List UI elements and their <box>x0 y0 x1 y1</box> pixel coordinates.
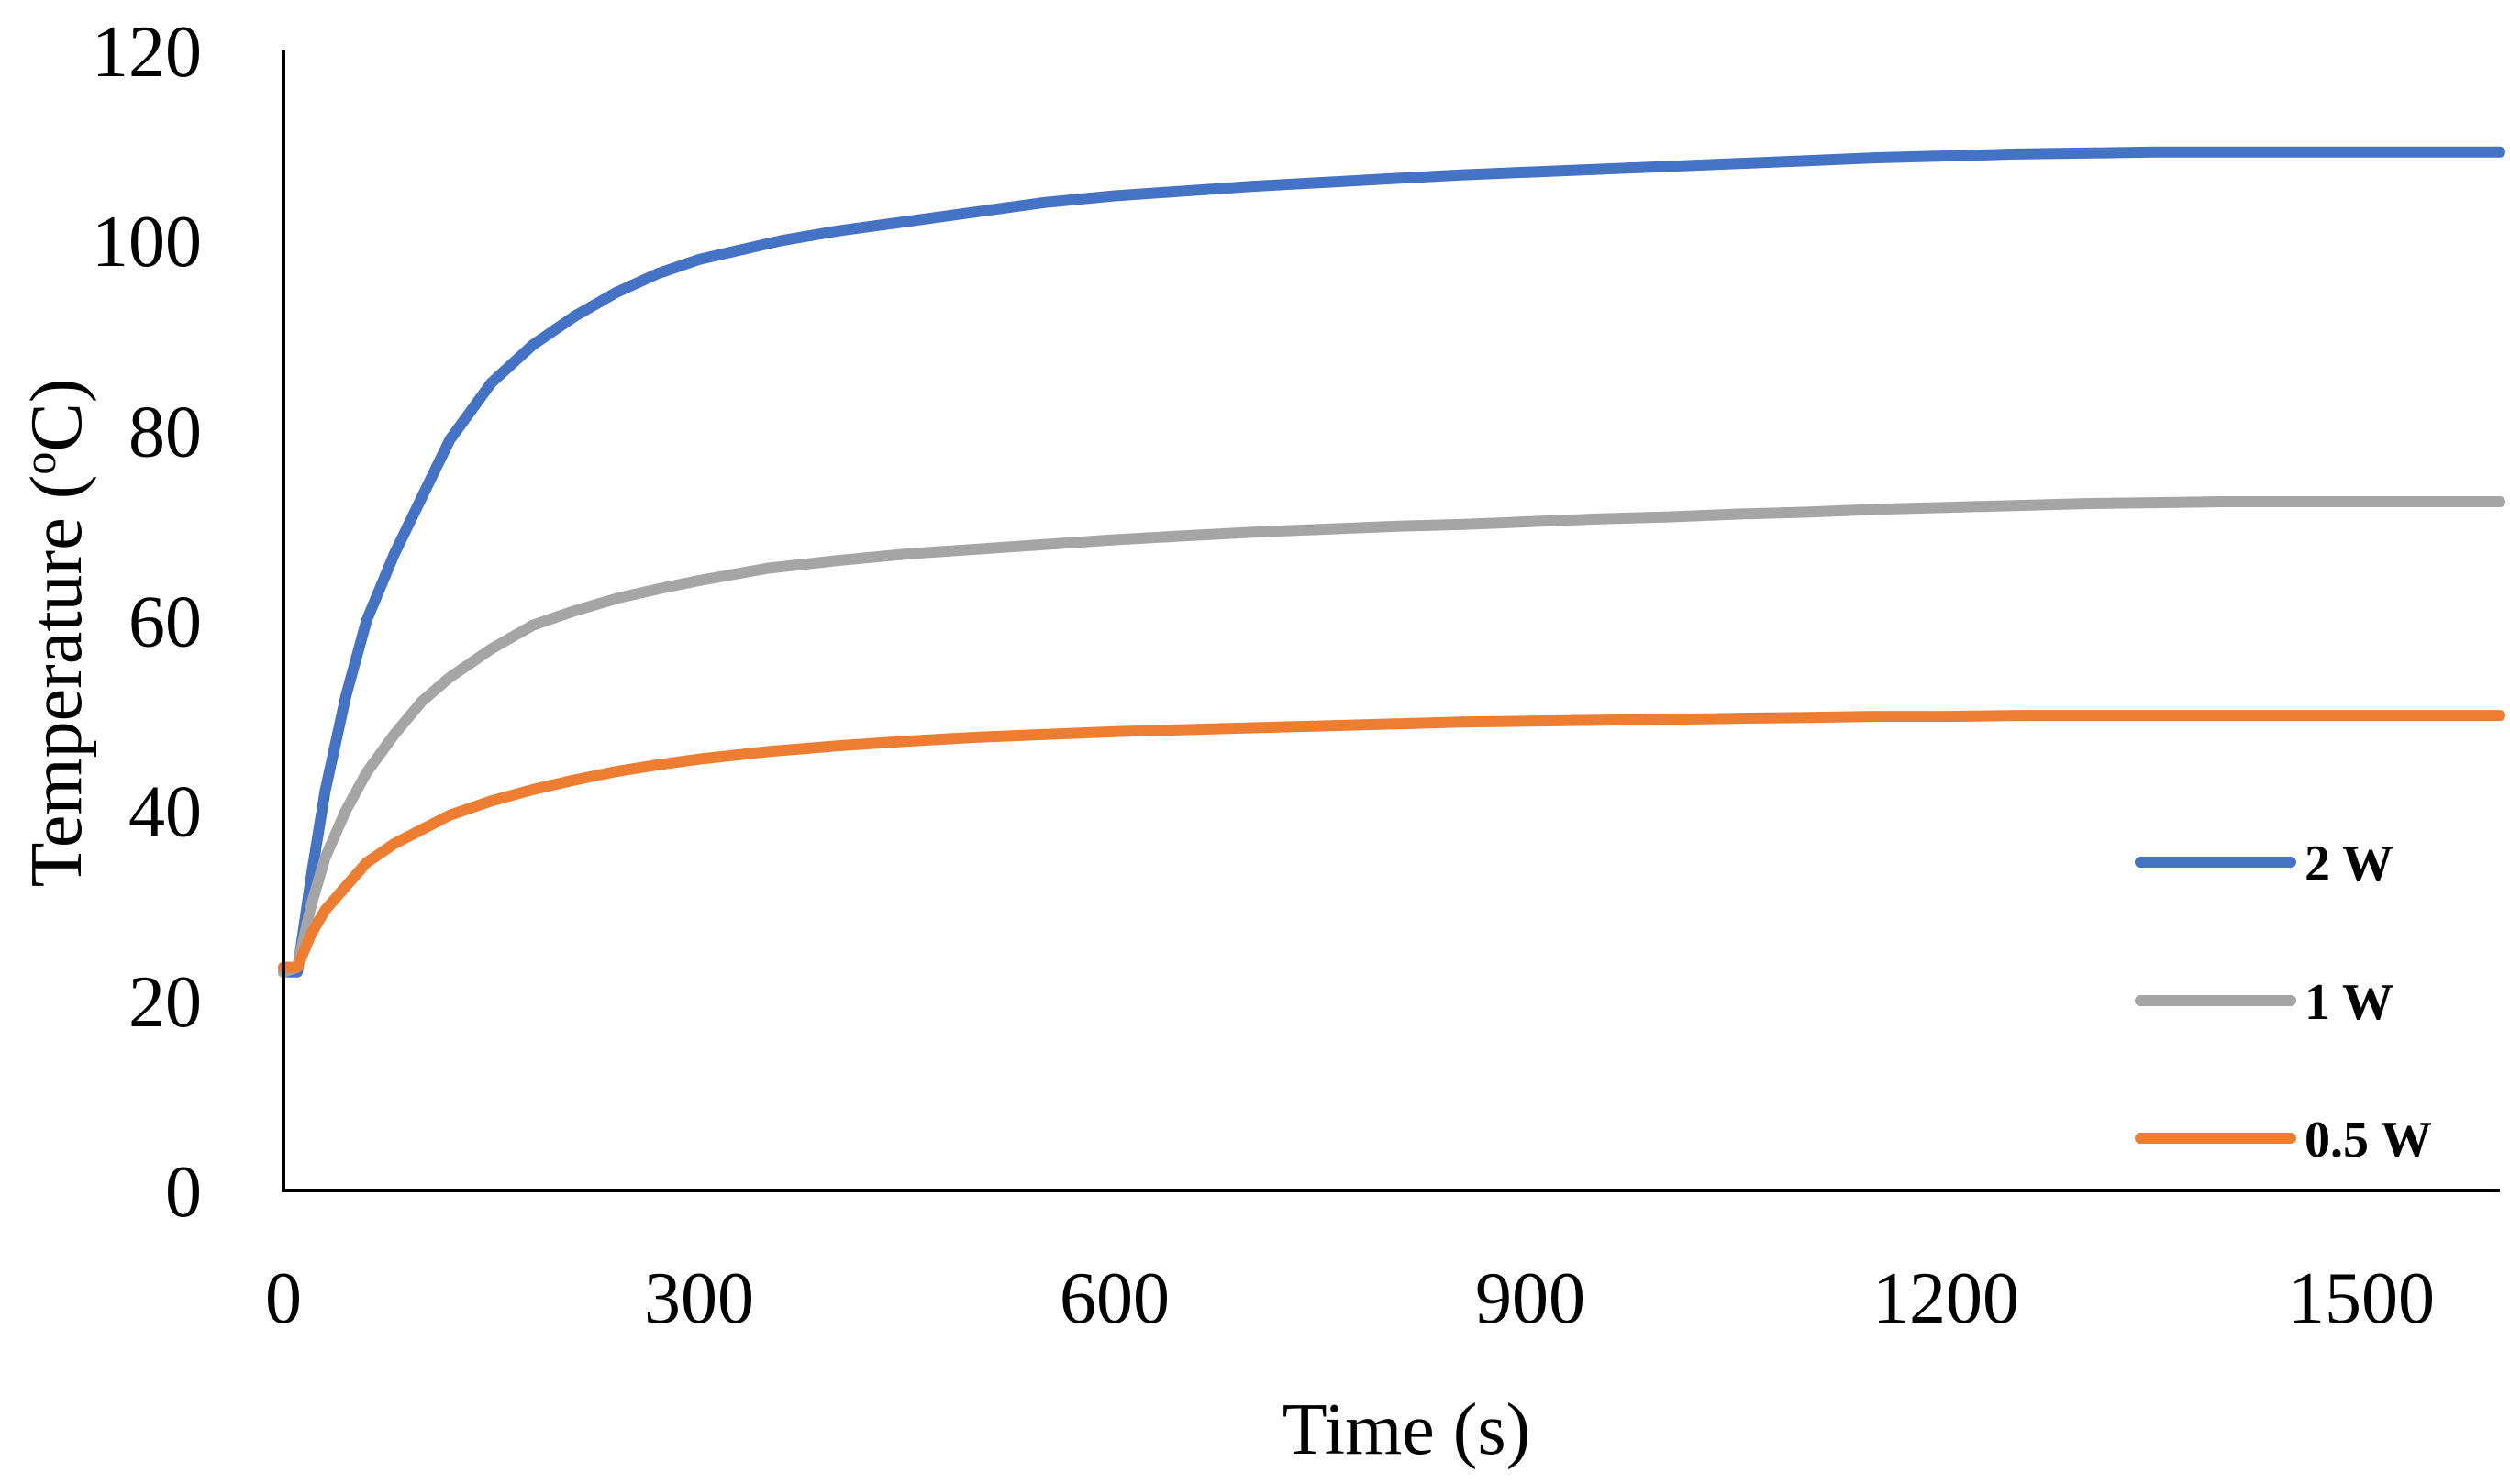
series-line-1-w <box>278 496 2505 978</box>
x-tick-labels: 0 300 600 900 1200 1500 <box>265 1258 2435 1339</box>
x-tick-label: 1200 <box>1872 1258 2019 1339</box>
y-tick-label: 0 <box>165 1152 202 1233</box>
legend-label: 1 W <box>2305 974 2393 1031</box>
y-axis-title-tail: C) <box>17 379 97 452</box>
y-tick-label: 120 <box>92 12 202 93</box>
legend-label: 0.5 W <box>2305 1112 2432 1168</box>
y-tick-label: 40 <box>128 772 202 853</box>
y-tick-label: 80 <box>128 392 202 472</box>
x-tick-label: 900 <box>1475 1258 1585 1339</box>
legend: 2 W 1 W 0.5 W <box>2135 836 2432 1168</box>
x-tick-label: 1500 <box>2288 1258 2435 1339</box>
legend-label: 2 W <box>2305 836 2393 892</box>
y-axis-title: Temperature (oC) <box>14 379 97 888</box>
x-tick-label: 300 <box>644 1258 754 1339</box>
x-axis-title: Time (s) <box>1283 1390 1530 1470</box>
y-tick-label: 20 <box>128 962 202 1043</box>
y-axis-title-superscript: o <box>14 452 65 475</box>
y-axis-title-main: Temperature ( <box>17 475 97 888</box>
x-tick-label: 600 <box>1060 1258 1170 1339</box>
series-line-2-w <box>278 146 2505 978</box>
x-tick-label: 0 <box>265 1258 302 1339</box>
y-tick-label: 60 <box>128 582 202 663</box>
y-tick-label: 100 <box>92 202 202 282</box>
y-tick-labels: 0 20 40 60 80 100 120 <box>92 12 202 1233</box>
series-line-0-5-w <box>278 710 2505 973</box>
series-layer <box>278 146 2505 978</box>
